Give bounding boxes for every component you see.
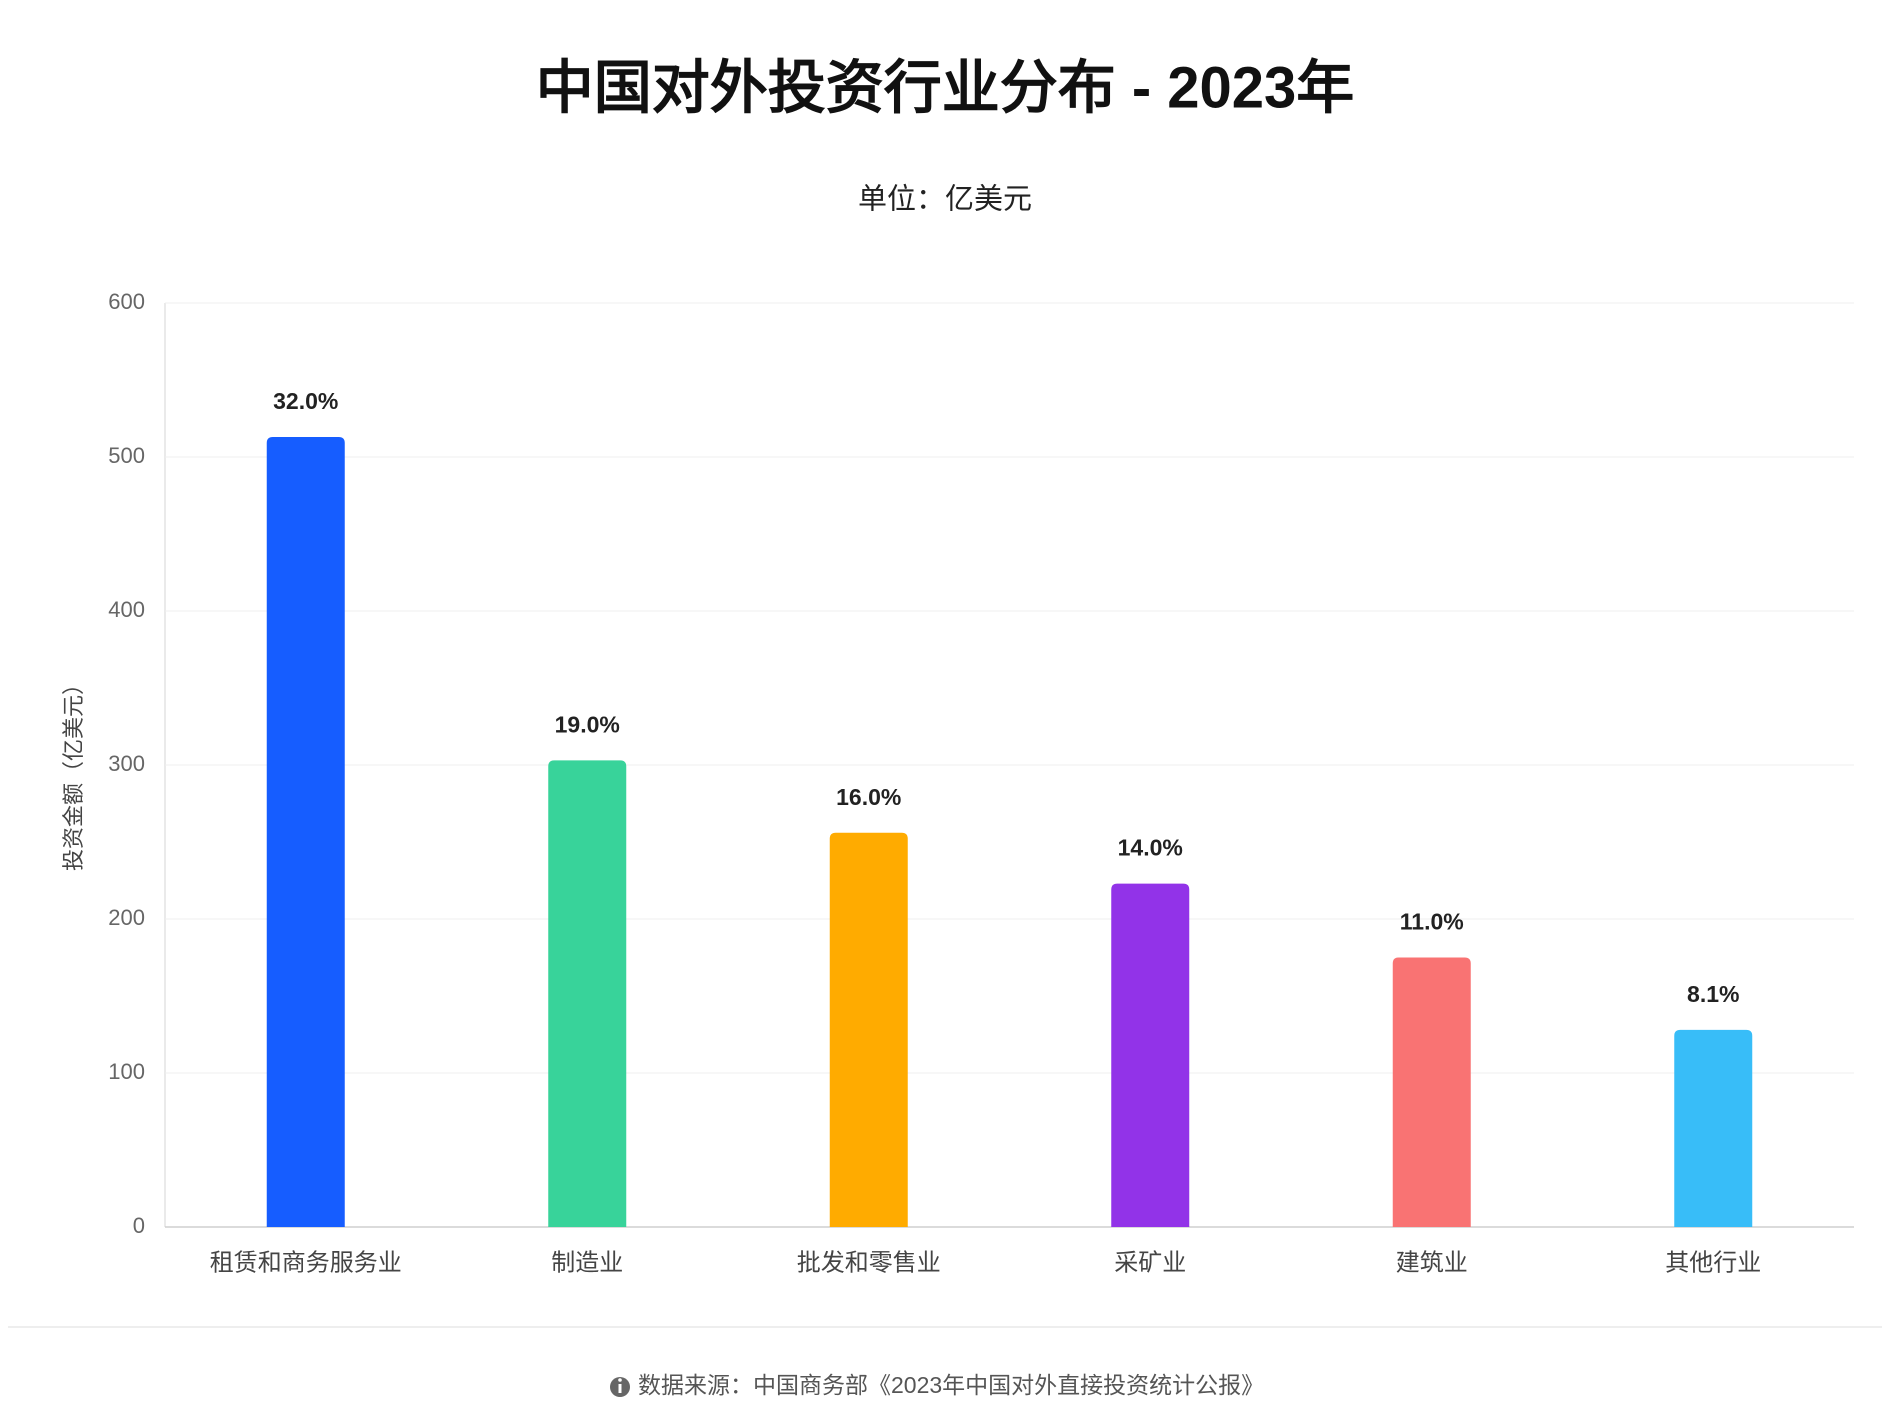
x-tick-label: 制造业 xyxy=(551,1249,623,1276)
bar xyxy=(1674,1029,1753,1227)
y-tick-label: 300 xyxy=(108,751,145,776)
data-label: 19.0% xyxy=(555,711,620,737)
bar xyxy=(266,436,345,1228)
y-tick-label: 200 xyxy=(108,905,145,930)
data-label: 11.0% xyxy=(1400,909,1464,935)
x-tick-label: 建筑业 xyxy=(1396,1249,1468,1276)
y-tick-label: 600 xyxy=(108,289,145,314)
bar xyxy=(1111,883,1190,1227)
bar xyxy=(548,760,627,1227)
y-tick-label: 100 xyxy=(108,1059,145,1084)
info-icon xyxy=(610,1377,630,1397)
bar xyxy=(1392,957,1471,1227)
x-tick-label: 采矿业 xyxy=(1114,1249,1186,1276)
data-label: 8.1% xyxy=(1687,981,1739,1007)
x-tick-label: 批发和零售业 xyxy=(797,1249,941,1276)
x-tick-label: 租赁和商务服务业 xyxy=(210,1249,402,1276)
chart-title: 中国对外投资行业分布 - 2023年 xyxy=(536,55,1355,120)
y-axis-label: 投资金额（亿美元） xyxy=(61,673,86,871)
chart-subtitle: 单位：亿美元 xyxy=(858,183,1032,216)
data-label: 16.0% xyxy=(836,784,901,810)
data-label: 32.0% xyxy=(273,388,338,414)
y-tick-label: 0 xyxy=(133,1213,145,1238)
bar xyxy=(829,832,908,1227)
y-tick-label: 500 xyxy=(108,443,145,468)
y-tick-label: 400 xyxy=(108,597,145,622)
source-note: 数据来源：中国商务部《2023年中国对外直接投资统计公报》 xyxy=(638,1372,1264,1398)
x-tick-label: 其他行业 xyxy=(1665,1249,1761,1276)
data-label: 14.0% xyxy=(1118,835,1183,861)
